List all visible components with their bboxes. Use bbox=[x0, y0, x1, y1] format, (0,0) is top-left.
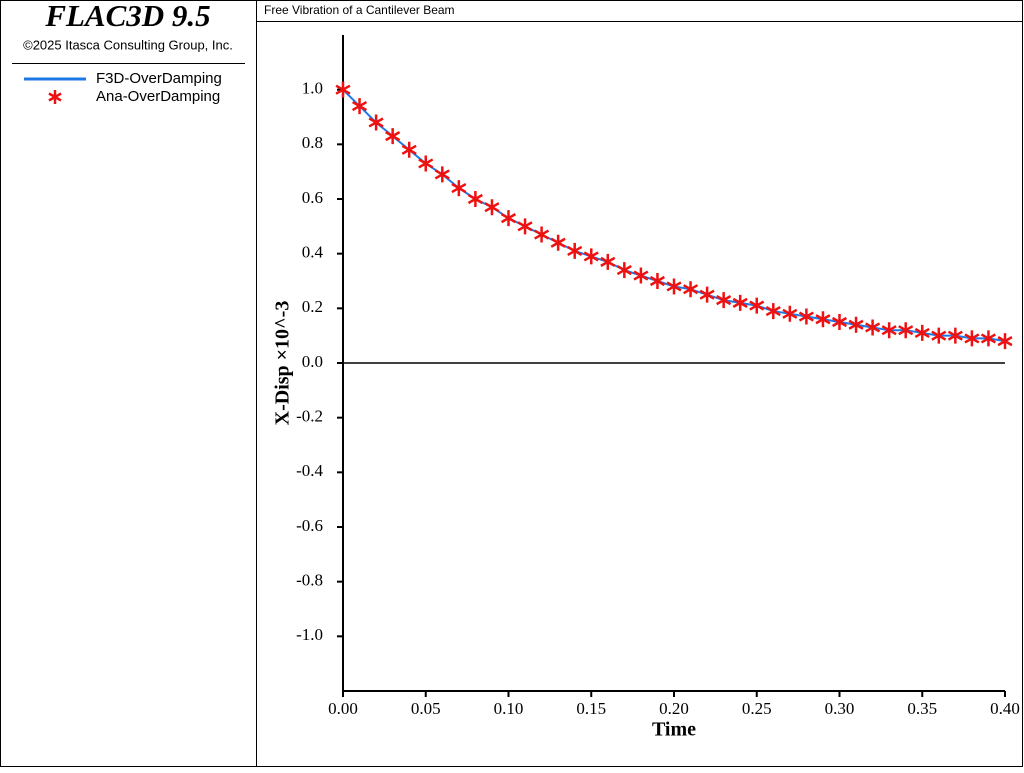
x-tick-label: 0.30 bbox=[825, 699, 855, 718]
y-tick-label: 0.0 bbox=[302, 352, 323, 371]
data-point bbox=[666, 278, 682, 295]
data-point bbox=[649, 273, 666, 289]
side-panel bbox=[0, 0, 257, 767]
y-tick-label: -0.6 bbox=[296, 516, 323, 535]
data-point bbox=[517, 218, 533, 235]
data-point bbox=[616, 262, 632, 279]
data-point bbox=[699, 286, 715, 303]
data-point bbox=[964, 330, 980, 347]
data-point bbox=[765, 303, 781, 320]
data-point bbox=[567, 242, 583, 259]
y-tick-label: -0.4 bbox=[296, 461, 323, 480]
data-point bbox=[418, 155, 434, 172]
x-tick-label: 0.35 bbox=[907, 699, 937, 718]
data-point bbox=[534, 226, 550, 243]
y-tick-label: 1.0 bbox=[302, 79, 323, 98]
copyright: ©2025 Itasca Consulting Group, Inc. bbox=[23, 37, 233, 52]
data-point bbox=[732, 294, 748, 311]
data-point bbox=[682, 281, 699, 298]
data-point bbox=[798, 308, 814, 325]
x-tick-label: 0.15 bbox=[576, 699, 606, 718]
x-tick-label: 0.10 bbox=[494, 699, 524, 718]
chart-title: Free Vibration of a Cantilever Beam bbox=[264, 3, 455, 17]
y-tick-label: 0.8 bbox=[302, 133, 323, 152]
y-tick-label: 0.6 bbox=[302, 188, 323, 207]
data-point bbox=[434, 166, 450, 183]
data-point bbox=[865, 319, 881, 336]
y-tick-label: -1.0 bbox=[296, 625, 323, 644]
y-tick-label: -0.8 bbox=[296, 571, 323, 590]
data-point bbox=[500, 210, 517, 227]
legend-label: F3D-OverDamping bbox=[96, 70, 222, 87]
data-point bbox=[583, 248, 599, 265]
data-point bbox=[716, 292, 732, 309]
data-point bbox=[898, 322, 914, 339]
data-point bbox=[368, 114, 384, 131]
legend-label: Ana-OverDamping bbox=[96, 88, 220, 105]
legend-marker bbox=[48, 90, 62, 104]
data-point bbox=[550, 234, 566, 251]
data-point bbox=[385, 128, 401, 145]
data-point bbox=[484, 199, 500, 216]
data-point bbox=[467, 191, 483, 207]
data-point bbox=[351, 98, 368, 115]
x-tick-label: 0.25 bbox=[742, 699, 772, 718]
y-axis-label: X-Disp ×10^-3 bbox=[272, 301, 294, 426]
data-point bbox=[848, 316, 864, 333]
data-point bbox=[782, 305, 798, 322]
data-point bbox=[749, 297, 765, 314]
y-tick-label: -0.2 bbox=[296, 407, 323, 426]
data-point bbox=[914, 324, 930, 341]
data-point bbox=[947, 327, 963, 344]
data-point bbox=[881, 322, 897, 339]
data-point bbox=[931, 327, 947, 344]
y-tick-label: 0.2 bbox=[302, 297, 323, 316]
data-point bbox=[980, 330, 997, 347]
x-tick-label: 0.20 bbox=[659, 699, 689, 718]
data-point bbox=[335, 81, 351, 98]
data-point bbox=[401, 141, 417, 158]
data-point bbox=[997, 333, 1013, 350]
plot-panel bbox=[256, 0, 1023, 767]
y-tick-label: 0.4 bbox=[302, 243, 324, 262]
data-point bbox=[451, 180, 467, 197]
x-tick-label: 0.40 bbox=[990, 699, 1020, 718]
data-point bbox=[815, 311, 831, 328]
data-point bbox=[831, 314, 848, 330]
app-title: FLAC3D 9.5 bbox=[44, 0, 210, 33]
x-tick-label: 0.00 bbox=[328, 699, 358, 718]
data-line bbox=[342, 88, 1006, 343]
x-axis-label: Time bbox=[652, 719, 696, 741]
x-tick-label: 0.05 bbox=[411, 699, 441, 718]
data-point bbox=[633, 267, 649, 284]
data-point bbox=[600, 253, 616, 270]
